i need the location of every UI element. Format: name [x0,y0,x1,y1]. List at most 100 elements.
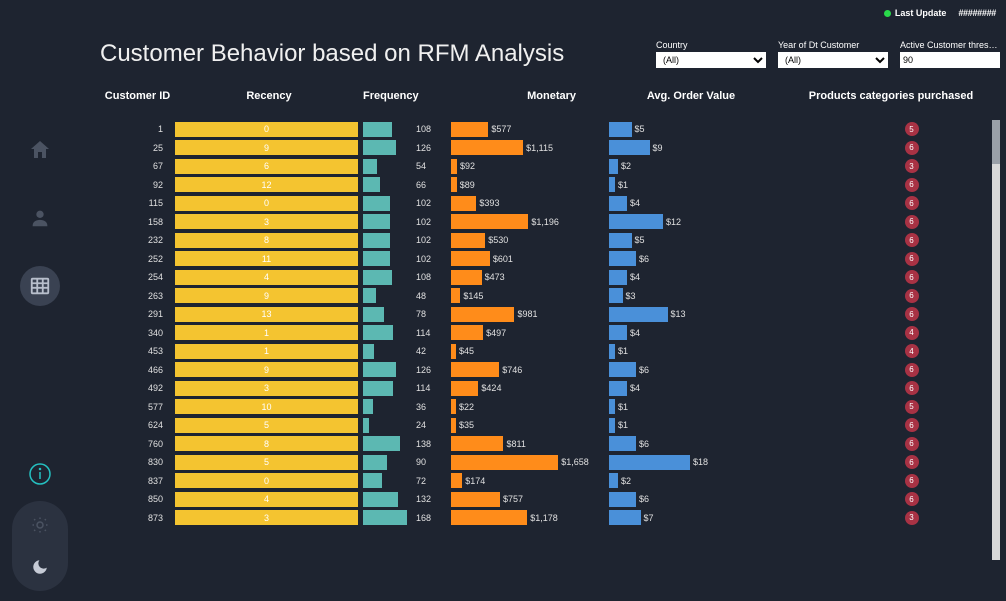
last-update-indicator: Last Update ######## [884,8,996,18]
bar-monetary [451,325,483,340]
bar-recency: 3 [175,214,358,229]
label-monetary: $1,115 [523,143,553,153]
label-monetary: $746 [499,365,522,375]
cell-monetary: $473 [451,270,609,285]
cell-frequency-label: 168 [413,513,451,523]
cell-categories: 6 [779,307,989,321]
category-badge: 6 [905,418,919,432]
category-badge: 6 [905,455,919,469]
filter-threshold-label: Active Customer thresh... [900,40,1000,50]
table-row[interactable]: 8733168$1,178$73 [100,509,1000,528]
cell-categories: 5 [779,122,989,136]
bar-aov [609,288,623,303]
bar-frequency [363,362,396,377]
cell-frequency-label: 42 [413,346,451,356]
bar-aov [609,122,632,137]
cell-frequency-bar [363,473,413,488]
cell-recency: 6 [175,159,363,174]
cell-recency: 1 [175,325,363,340]
cell-customer-id: 67 [100,161,175,171]
cell-categories: 6 [779,215,989,229]
cell-categories: 6 [779,233,989,247]
cell-frequency-label: 90 [413,457,451,467]
cell-categories: 4 [779,326,989,340]
table-icon[interactable] [20,266,60,306]
cell-categories: 6 [779,289,989,303]
cell-frequency-bar [363,177,413,192]
bar-recency: 0 [175,473,358,488]
scrollbar[interactable] [992,120,1000,560]
bar-aov [609,214,663,229]
info-icon[interactable] [20,454,60,494]
cell-frequency-label: 108 [413,272,451,282]
table-row[interactable]: 5771036$22$15 [100,398,1000,417]
table-row[interactable]: 25211102$601$66 [100,250,1000,269]
label-monetary: $757 [500,494,523,504]
table-row[interactable]: 263948$145$36 [100,287,1000,306]
cell-frequency-label: 72 [413,476,451,486]
table-row[interactable]: 624524$35$16 [100,416,1000,435]
filter-country-select[interactable]: (All) [656,52,766,68]
table-row[interactable]: 1150102$393$46 [100,194,1000,213]
cell-recency: 3 [175,214,363,229]
bar-frequency [363,270,392,285]
table-row[interactable]: 259126$1,115$96 [100,139,1000,158]
category-badge: 3 [905,159,919,173]
user-icon[interactable] [20,198,60,238]
cell-aov: $1 [609,418,779,433]
cell-aov: $18 [609,455,779,470]
bar-aov [609,436,636,451]
bar-recency: 4 [175,492,358,507]
cell-customer-id: 1 [100,124,175,134]
table-row[interactable]: 1583102$1,196$126 [100,213,1000,232]
cell-categories: 6 [779,178,989,192]
filter-threshold-input[interactable] [900,52,1000,68]
moon-icon[interactable] [26,553,54,581]
cell-aov: $5 [609,233,779,248]
cell-categories: 6 [779,418,989,432]
bar-monetary [451,140,523,155]
cell-aov: $6 [609,362,779,377]
cell-categories: 5 [779,400,989,414]
cell-frequency-label: 138 [413,439,451,449]
filter-year-select[interactable]: (All) [778,52,888,68]
table-body[interactable]: 10108$577$55259126$1,115$9667654$92$2392… [100,120,1000,570]
scrollbar-thumb[interactable] [992,120,1000,164]
home-icon[interactable] [20,130,60,170]
bar-aov [609,307,668,322]
filter-year: Year of Dt Customer (All) [778,40,888,68]
label-aov: $1 [615,402,628,412]
title-row: Customer Behavior based on RFM Analysis … [100,40,1000,68]
sun-icon[interactable] [26,511,54,539]
cell-aov: $13 [609,307,779,322]
table-row[interactable]: 4669126$746$66 [100,361,1000,380]
cell-categories: 6 [779,196,989,210]
table-row[interactable]: 837072$174$26 [100,472,1000,491]
bar-recency: 11 [175,251,358,266]
table-row[interactable]: 67654$92$23 [100,157,1000,176]
table-row[interactable]: 10108$577$55 [100,120,1000,139]
cell-recency: 3 [175,381,363,396]
table-row[interactable]: 3401114$497$44 [100,324,1000,343]
table-row[interactable]: 4923114$424$46 [100,379,1000,398]
table-row[interactable]: 2544108$473$46 [100,268,1000,287]
bar-monetary [451,233,485,248]
table-row[interactable]: 2911378$981$136 [100,305,1000,324]
bar-aov [609,233,632,248]
cell-recency: 9 [175,362,363,377]
table-row[interactable]: 7608138$811$66 [100,435,1000,454]
table-row[interactable]: 8504132$757$66 [100,490,1000,509]
cell-recency: 8 [175,233,363,248]
bar-frequency [363,492,398,507]
cell-recency: 9 [175,140,363,155]
cell-frequency-bar [363,196,413,211]
cell-recency: 8 [175,436,363,451]
label-aov: $2 [618,476,631,486]
table-row[interactable]: 921266$89$16 [100,176,1000,195]
cell-categories: 6 [779,252,989,266]
cell-recency: 3 [175,510,363,525]
table-row[interactable]: 453142$45$14 [100,342,1000,361]
cell-monetary: $1,178 [451,510,609,525]
table-row[interactable]: 2328102$530$56 [100,231,1000,250]
table-row[interactable]: 830590$1,658$186 [100,453,1000,472]
